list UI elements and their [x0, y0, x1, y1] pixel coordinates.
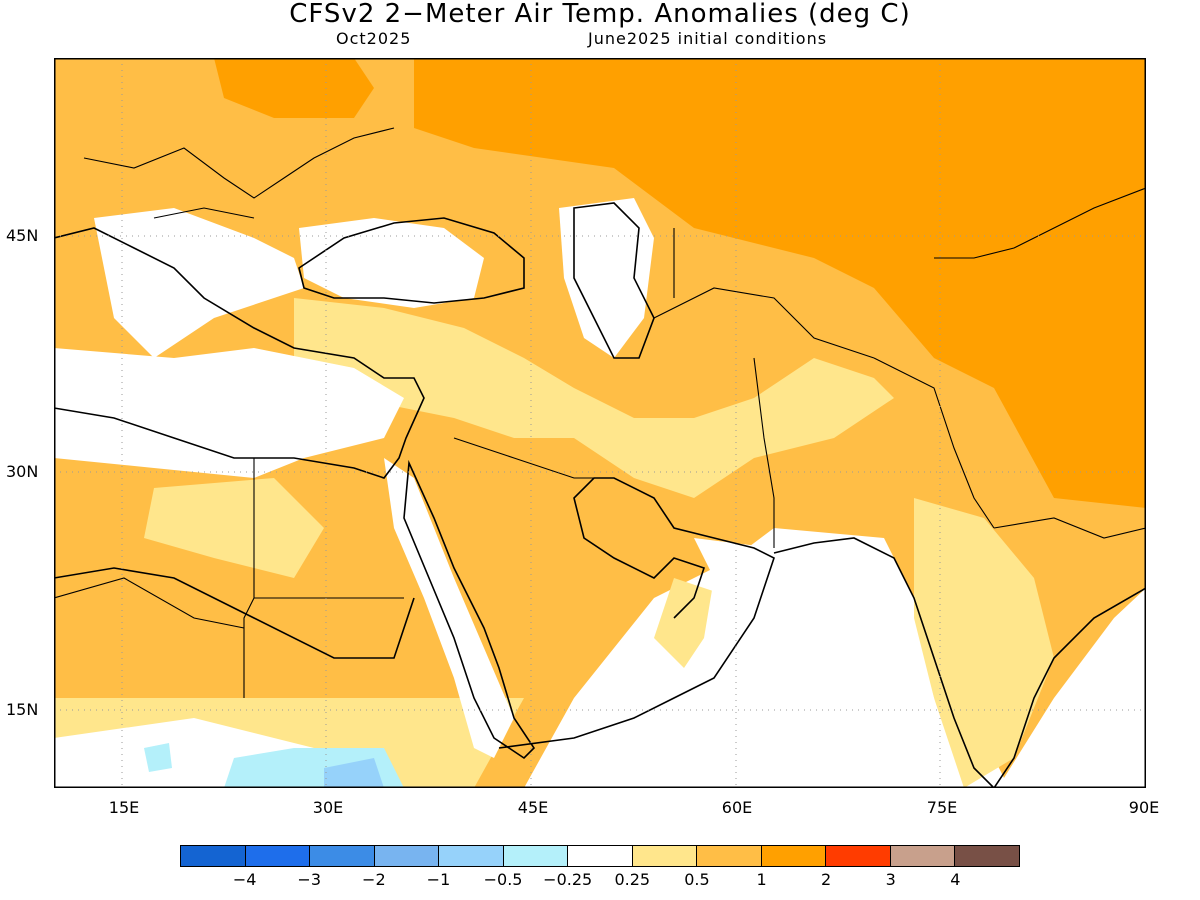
legend-label: −0.5 — [483, 870, 523, 889]
legend-swatch — [245, 846, 311, 866]
legend-swatch — [697, 846, 762, 866]
legend-swatch — [568, 846, 633, 866]
graticule — [54, 58, 1146, 788]
strong-warm-region — [214, 58, 1146, 508]
legend-swatch — [439, 846, 504, 866]
legend-swatch — [890, 846, 956, 866]
legend-label: −3 — [297, 870, 322, 889]
legend-label: −1 — [426, 870, 451, 889]
legend-label: 2 — [821, 870, 832, 889]
country-borders — [54, 127, 1146, 698]
map-title: CFSv2 2−Meter Air Temp. Anomalies (deg C… — [289, 0, 911, 29]
initial-conditions-label: June2025 initial conditions — [588, 29, 828, 48]
lon-label-30e: 30E — [312, 798, 344, 817]
legend-swatch — [181, 846, 246, 866]
legend-swatch — [632, 846, 698, 866]
lon-label-15e: 15E — [108, 798, 140, 817]
lon-label-90e: 90E — [1128, 798, 1160, 817]
legend-label: 3 — [885, 870, 896, 889]
legend-label: 4 — [950, 870, 961, 889]
legend-label: 0.25 — [614, 870, 651, 889]
legend-swatch — [761, 846, 827, 866]
legend-label: −4 — [232, 870, 257, 889]
legend-label: 1 — [756, 870, 767, 889]
legend-label: −2 — [362, 870, 386, 889]
legend-swatch — [826, 846, 891, 866]
legend-label: −0.25 — [543, 870, 593, 889]
coastlines — [54, 202, 1146, 788]
near-zero-region — [54, 198, 954, 788]
lat-label-15n: 15N — [6, 700, 39, 719]
legend-label: 0.5 — [684, 870, 710, 889]
color-legend-bar — [180, 845, 1020, 867]
legend-swatch — [310, 846, 375, 866]
valid-month-label: Oct2025 — [336, 29, 412, 48]
cool-region — [144, 743, 404, 788]
lat-label-45n: 45N — [6, 226, 39, 245]
legend-swatch — [955, 846, 1019, 866]
lon-label-45e: 45E — [517, 798, 549, 817]
legend-swatch — [503, 846, 569, 866]
lon-label-60e: 60E — [721, 798, 753, 817]
anomaly-map — [54, 58, 1146, 788]
lon-label-75e: 75E — [926, 798, 958, 817]
lat-label-30n: 30N — [6, 462, 39, 481]
legend-swatch — [374, 846, 440, 866]
